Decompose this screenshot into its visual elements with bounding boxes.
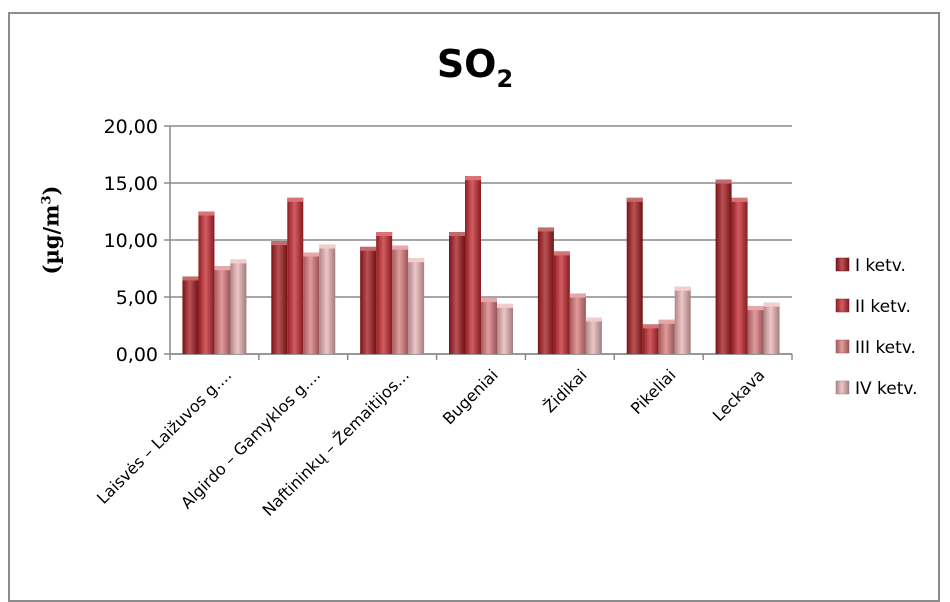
y-tick-label: 5,00 xyxy=(116,287,158,309)
bar xyxy=(198,211,215,354)
bar-cap xyxy=(763,302,780,307)
bar xyxy=(465,176,481,354)
bar xyxy=(674,286,691,354)
legend-label: I ketv. xyxy=(855,256,906,276)
x-tick-label: Leckava xyxy=(709,365,769,425)
legend-swatch xyxy=(835,380,850,395)
bar xyxy=(553,251,570,354)
legend-label: III ketv. xyxy=(855,338,916,358)
bar xyxy=(747,306,764,354)
bar xyxy=(569,293,586,354)
y-tick-label: 10,00 xyxy=(104,230,158,252)
chart-title-subscript: 2 xyxy=(496,65,514,93)
bar-cap xyxy=(198,211,215,216)
bar xyxy=(626,197,643,354)
y-tick-label: 15,00 xyxy=(104,173,158,195)
bar-cap xyxy=(360,246,377,251)
x-tick-label: Bugeniai xyxy=(439,365,502,428)
legend-label: IV ketv. xyxy=(855,379,918,399)
x-tick-label: Pikeliai xyxy=(627,365,680,418)
bar-cap xyxy=(626,197,643,202)
bar-cap xyxy=(642,324,659,329)
bar-cap xyxy=(585,317,602,322)
bar-cap xyxy=(271,241,288,246)
bar-cap xyxy=(303,252,320,257)
bar-cap xyxy=(658,319,675,324)
bar-cap xyxy=(496,303,513,308)
bar xyxy=(408,258,425,354)
bar xyxy=(392,245,409,354)
bar xyxy=(449,232,466,354)
bar xyxy=(658,319,675,354)
y-tick-label: 0,00 xyxy=(116,344,158,366)
bar-cap xyxy=(674,286,691,291)
legend-label: II ketv. xyxy=(855,297,911,317)
legend-swatch xyxy=(835,257,850,272)
bar-cap xyxy=(376,232,393,237)
legend-swatch xyxy=(835,339,850,354)
bar xyxy=(715,179,732,354)
bar-cap xyxy=(481,298,497,303)
bar xyxy=(287,197,304,354)
bar-cap xyxy=(214,266,231,271)
bar-cap xyxy=(465,176,481,181)
bar xyxy=(360,246,377,354)
bar-cap xyxy=(182,276,199,281)
bar xyxy=(182,276,199,354)
chart-title: SO2 xyxy=(0,42,950,93)
bar xyxy=(496,303,513,354)
bar xyxy=(763,302,780,354)
bar-cap xyxy=(408,258,425,263)
chart-title-text: SO xyxy=(436,42,497,86)
bar-cap xyxy=(287,197,304,202)
bar xyxy=(376,232,393,354)
bar xyxy=(319,244,336,354)
bar xyxy=(214,266,231,354)
bar xyxy=(303,252,320,354)
bar xyxy=(481,298,497,354)
x-tick-label: Naftininkų – Žemaitijos... xyxy=(259,365,413,519)
bar xyxy=(230,259,247,354)
bar xyxy=(642,324,659,354)
bar-cap xyxy=(715,179,732,184)
bar xyxy=(537,227,554,354)
bar-cap xyxy=(230,259,247,264)
y-tick-label: 20,00 xyxy=(104,116,158,138)
bar xyxy=(731,197,748,354)
bar-cap xyxy=(537,227,554,232)
bar-cap xyxy=(319,244,336,249)
bar-cap xyxy=(392,245,409,250)
bar-cap xyxy=(731,197,748,202)
legend-swatch xyxy=(835,298,850,313)
bar-cap xyxy=(569,293,586,298)
bar xyxy=(585,317,602,354)
bar-cap xyxy=(553,251,570,256)
bar xyxy=(271,241,288,354)
bar-cap xyxy=(747,306,764,311)
x-tick-label: Židikai xyxy=(540,365,591,416)
bar-cap xyxy=(449,232,466,237)
